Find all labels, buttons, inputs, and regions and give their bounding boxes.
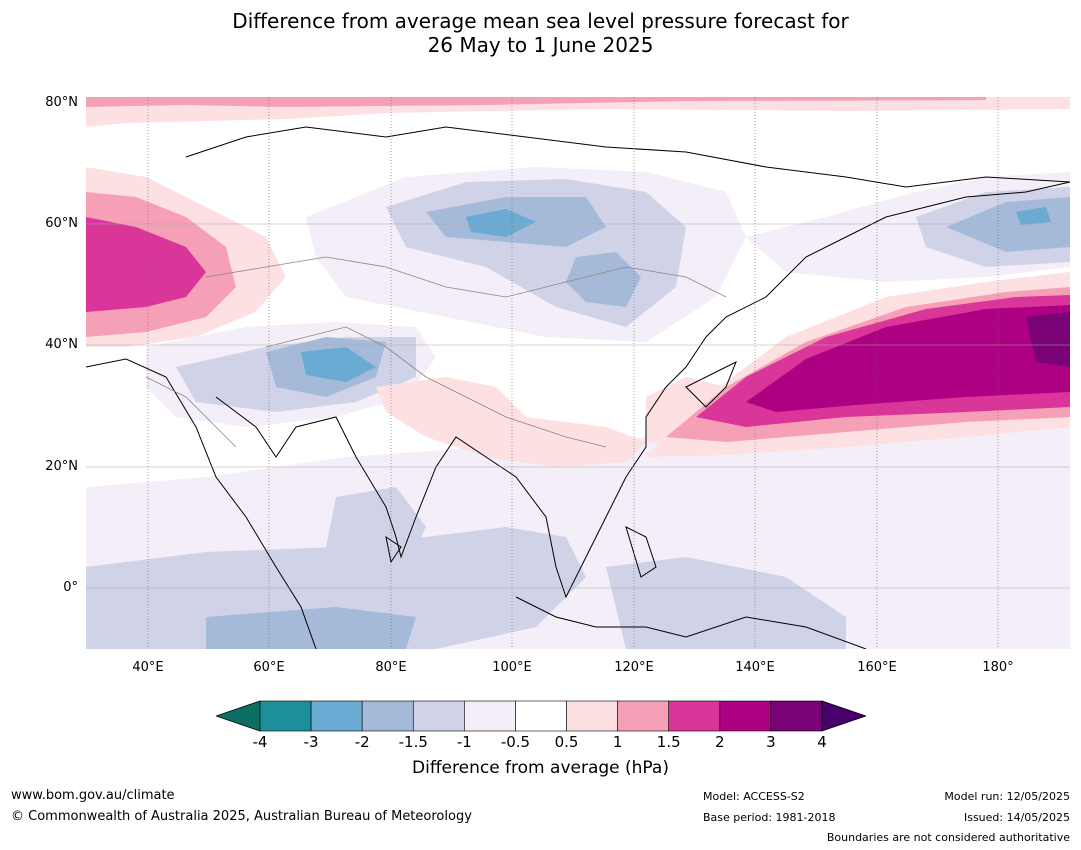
lat-label: 40°N — [45, 337, 78, 352]
colorbar-tick-label: 3 — [766, 733, 776, 751]
colorbar-tick-label: 1 — [612, 733, 623, 751]
country-borders — [145, 256, 727, 448]
colorbar-tick-label: 0.5 — [554, 733, 579, 751]
model-run-text: Model run: 12/05/2025 — [944, 790, 1070, 803]
anomaly-central-asia-blue — [301, 347, 376, 382]
colorbar-extend-max — [821, 700, 866, 732]
lat-label: 0° — [63, 580, 78, 595]
colorbar-tick-label: 2 — [715, 733, 725, 751]
anomaly-south-steel-blue — [206, 607, 416, 649]
colorbar-tick-label: -4 — [252, 733, 268, 751]
colorbar-bin — [412, 700, 465, 732]
colorbar-bin — [259, 700, 312, 732]
anomaly-maritime-grey-blue — [606, 557, 846, 649]
anomaly-siberia-blue-core — [466, 209, 536, 237]
colorbar-bin — [719, 700, 772, 732]
meridians — [147, 97, 999, 649]
colorbar-label: Difference from average (hPa) — [412, 758, 669, 778]
lat-label: 80°N — [45, 95, 78, 110]
lon-label: 120°E — [614, 660, 654, 675]
colorbar-bin — [566, 700, 618, 732]
anomaly-nw-pacific-purple — [746, 305, 1070, 412]
disclaimer-text: Boundaries are not considered authoritat… — [826, 831, 1070, 844]
anomaly-europe-magenta — [86, 217, 206, 312]
title-line-1: Difference from average mean sea level p… — [232, 9, 849, 33]
colorbar-bin — [361, 700, 414, 732]
coastlines — [86, 126, 1070, 649]
issued-text: Issued: 14/05/2025 — [963, 811, 1070, 824]
anomaly-chukotka-blue — [1016, 207, 1051, 225]
colorbar-tick-label: -2 — [354, 733, 370, 751]
colorbar-bin — [770, 700, 823, 732]
base-period-text: Base period: 1981-2018 — [703, 811, 836, 824]
colorbar-bin — [617, 700, 670, 732]
colorbar-tick-label: 4 — [817, 733, 827, 751]
anomaly-mongolia-steel-blue — [566, 252, 641, 307]
lon-label: 40°E — [132, 660, 164, 675]
anomaly-bay-of-bengal-grey-blue — [326, 487, 426, 577]
lon-label: 100°E — [492, 660, 532, 675]
lat-label: 60°N — [45, 216, 78, 231]
colorbar-tick-label: -1 — [456, 733, 472, 751]
colorbar-tick-label: -1.5 — [398, 733, 428, 751]
pressure-anomaly-map — [86, 97, 1070, 649]
colorbar-extend-min — [216, 700, 261, 732]
copyright-text: © Commonwealth of Australia 2025, Austra… — [11, 809, 472, 824]
gridlines — [86, 223, 1070, 589]
lat-label: 20°N — [45, 459, 78, 474]
colorbar-bin — [464, 700, 516, 732]
colorbar — [216, 700, 866, 732]
colorbar-bin — [310, 700, 363, 732]
colorbar-tick-label: -3 — [303, 733, 319, 751]
lon-label: 80°E — [375, 660, 407, 675]
colorbar-tick-label: -0.5 — [500, 733, 531, 751]
model-text: Model: ACCESS-S2 — [703, 790, 805, 803]
website-link[interactable]: www.bom.gov.au/climate — [11, 788, 175, 803]
colorbar-tick-label: 1.5 — [656, 733, 681, 751]
map-title: Difference from average mean sea level p… — [0, 9, 1081, 57]
colorbar-bin — [515, 700, 567, 732]
anomaly-nw-pacific-dark-purple — [1026, 312, 1070, 367]
lon-label: 60°E — [253, 660, 285, 675]
lon-label: 160°E — [857, 660, 897, 675]
anomaly-arctic-pink — [86, 97, 986, 107]
colorbar-bin — [668, 700, 721, 732]
title-line-2: 26 May to 1 June 2025 — [427, 33, 654, 57]
lon-label: 140°E — [735, 660, 775, 675]
lon-label: 180° — [982, 660, 1014, 675]
anomaly-tibet-light-pink — [376, 377, 646, 467]
